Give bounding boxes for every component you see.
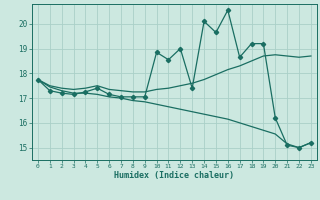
- X-axis label: Humidex (Indice chaleur): Humidex (Indice chaleur): [115, 171, 234, 180]
